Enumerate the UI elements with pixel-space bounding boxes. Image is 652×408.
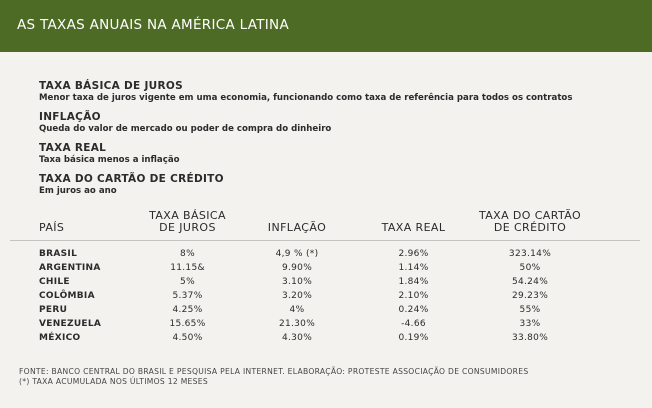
column-header-taxa-basica-line1: TAXA BÁSICA: [149, 209, 226, 222]
definition-inflacao: INFLAÇÃO Queda do valor de mercado ou po…: [39, 111, 639, 135]
cell-taxa-basica: 5%: [180, 277, 195, 287]
cell-taxa-real: 1.84%: [398, 277, 429, 287]
cell-taxa-basica: 5.37%: [172, 291, 203, 301]
title-bar: AS TAXAS ANUAIS NA AMÉRICA LATINA: [0, 0, 652, 52]
page-title: AS TAXAS ANUAIS NA AMÉRICA LATINA: [17, 17, 289, 33]
cell-inflacao: 4.30%: [281, 333, 313, 343]
cell-taxa-real: 2.96%: [398, 249, 429, 259]
cell-pais: MÉXICO: [39, 333, 81, 343]
footer: FONTE: BANCO CENTRAL DO BRASIL E PESQUIS…: [19, 367, 528, 387]
cell-cartao: 323.14%: [508, 249, 552, 259]
cell-taxa-basica: 11.15&: [170, 263, 205, 273]
definition-term: TAXA BÁSICA DE JUROS: [39, 80, 183, 92]
cell-taxa-basica: 15.65%: [169, 319, 206, 329]
cell-taxa-basica: 4.25%: [172, 305, 203, 315]
cell-taxa-real: -4.66: [401, 319, 426, 329]
cell-inflacao: 9.90%: [281, 263, 313, 273]
definition-cartao: TAXA DO CARTÃO DE CRÉDITO Em juros ao an…: [39, 173, 639, 197]
table-row: ARGENTINA 11.15& 9.90% 1.14% 50%: [0, 261, 652, 275]
cell-pais: COLÔMBIA: [39, 291, 95, 301]
cell-cartao: 29.23%: [511, 291, 549, 301]
table-row: MÉXICO 4.50% 4.30% 0.19% 33.80%: [0, 331, 652, 345]
cell-inflacao: 21.30%: [278, 319, 316, 329]
cell-pais: CHILE: [39, 277, 70, 287]
cell-taxa-real: 0.24%: [398, 305, 429, 315]
cell-pais: PERU: [39, 305, 68, 315]
cell-inflacao: 3.20%: [281, 291, 313, 301]
column-header-cartao-line1: TAXA DO CARTÃO: [478, 209, 582, 222]
definition-term: TAXA DO CARTÃO DE CRÉDITO: [39, 173, 224, 185]
column-header-inflacao: INFLAÇÃO: [267, 221, 327, 234]
cell-cartao: 33.80%: [511, 333, 549, 343]
definition-term: TAXA REAL: [39, 142, 107, 154]
header-divider: [10, 240, 640, 241]
footnote: (*) TAXA ACUMULADA NOS ÚLTIMOS 12 MESES: [19, 377, 208, 386]
definition-taxa-basica: TAXA BÁSICA DE JUROS Menor taxa de juros…: [39, 80, 639, 104]
cell-taxa-real: 0.19%: [398, 333, 429, 343]
cell-taxa-real: 2.10%: [398, 291, 429, 301]
cell-inflacao: 3.10%: [281, 277, 313, 287]
column-header-taxa-basica-line2: DE JUROS: [159, 221, 216, 234]
definition-description: Queda do valor de mercado ou poder de co…: [39, 124, 332, 134]
table-row: VENEZUELA 15.65% 21.30% -4.66 33%: [0, 317, 652, 331]
definitions: TAXA BÁSICA DE JUROS Menor taxa de juros…: [39, 80, 639, 204]
definition-description: Menor taxa de juros vigente em uma econo…: [39, 93, 573, 103]
definition-description: Taxa básica menos a inflação: [39, 155, 180, 165]
table-row: CHILE 5% 3.10% 1.84% 54.24%: [0, 275, 652, 289]
cell-pais: ARGENTINA: [39, 263, 101, 273]
cell-cartao: 55%: [519, 305, 541, 315]
cell-cartao: 54.24%: [511, 277, 549, 287]
column-header-cartao-line2: DE CRÉDITO: [493, 221, 567, 234]
source-note: FONTE: BANCO CENTRAL DO BRASIL E PESQUIS…: [19, 367, 529, 376]
column-header-taxa-real: TAXA REAL: [381, 221, 446, 234]
table-row: PERU 4.25% 4% 0.24% 55%: [0, 303, 652, 317]
definition-description: Em juros ao ano: [39, 186, 117, 196]
cell-taxa-real: 1.14%: [398, 263, 429, 273]
definition-taxa-real: TAXA REAL Taxa básica menos a inflação: [39, 142, 639, 166]
cell-taxa-basica: 4.50%: [172, 333, 203, 343]
column-header-pais: PAÍS: [39, 221, 65, 234]
cell-pais: BRASIL: [39, 249, 78, 259]
cell-inflacao: 4%: [289, 305, 305, 315]
cell-cartao: 50%: [519, 263, 541, 273]
cell-taxa-basica: 8%: [180, 249, 195, 259]
definition-term: INFLAÇÃO: [39, 111, 101, 123]
table-row: BRASIL 8% 4,9 % (*) 2.96% 323.14%: [0, 247, 652, 261]
cell-inflacao: 4,9 % (*): [275, 249, 319, 259]
table-row: COLÔMBIA 5.37% 3.20% 2.10% 29.23%: [0, 289, 652, 303]
cell-pais: VENEZUELA: [39, 319, 102, 329]
cell-cartao: 33%: [519, 319, 541, 329]
